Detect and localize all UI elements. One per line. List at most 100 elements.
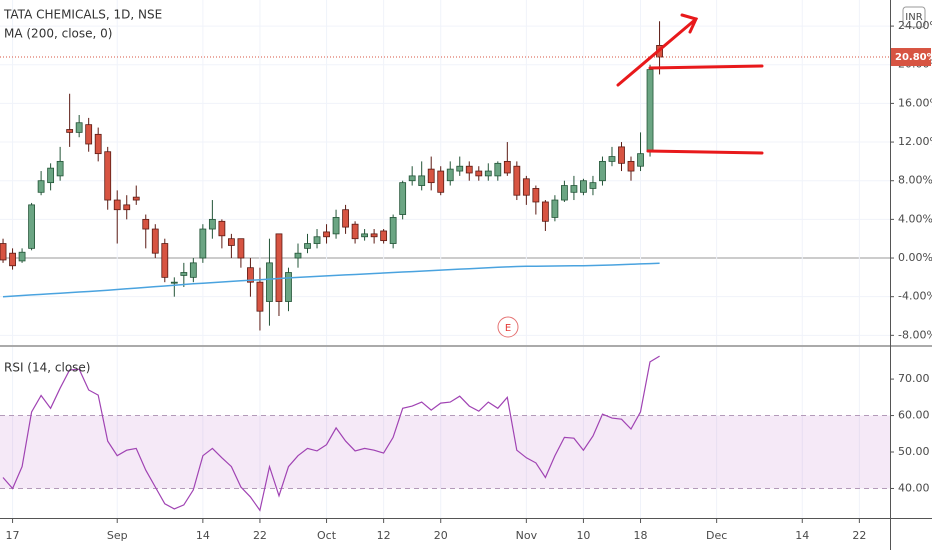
last-price-box xyxy=(891,48,931,67)
y-tick-label: 0.00% xyxy=(898,251,932,264)
x-tick-label: Nov xyxy=(516,529,538,542)
candle-body xyxy=(28,204,35,249)
rsi-band xyxy=(0,415,890,489)
candle-body xyxy=(247,267,254,283)
lower-line xyxy=(646,149,764,155)
candle-body xyxy=(313,236,321,244)
upper-line xyxy=(648,64,764,70)
candle-body xyxy=(180,272,188,276)
arrow-line xyxy=(616,17,698,87)
candle-body xyxy=(399,182,407,215)
candle-body xyxy=(351,223,359,240)
candle-body xyxy=(66,129,74,133)
candle-body xyxy=(465,165,473,174)
candle-body xyxy=(494,162,502,177)
candle-body xyxy=(56,160,64,177)
x-tick-label: Dec xyxy=(706,529,727,542)
marks xyxy=(0,21,890,512)
candle-body xyxy=(113,199,121,211)
x-tick-label: 14 xyxy=(795,529,809,542)
candle-body xyxy=(304,243,311,249)
ma-line xyxy=(2,262,660,298)
candle-body xyxy=(132,196,140,201)
candle-body xyxy=(646,69,654,153)
y-tick-label: 70.00 xyxy=(898,372,930,385)
candle-body xyxy=(541,201,549,222)
arrow-head xyxy=(680,13,699,34)
y-tick-label: 50.00 xyxy=(898,445,930,458)
y-tick-label: 12.00% xyxy=(898,135,932,148)
y-tick-label: 4.00% xyxy=(898,212,932,225)
earnings-marker[interactable]: E xyxy=(505,323,511,334)
candle-body xyxy=(123,204,131,211)
candle-body xyxy=(437,170,445,193)
candle-body xyxy=(608,156,616,162)
candle-body xyxy=(599,160,606,182)
chart-title: TATA CHEMICALS, 1D, NSE xyxy=(3,8,162,22)
candle-body xyxy=(0,243,7,261)
x-tick-label: 17 xyxy=(6,529,20,542)
rsi-line xyxy=(2,355,660,512)
x-tick-label: 22 xyxy=(852,529,866,542)
y-tick-label: -4.00% xyxy=(898,290,932,303)
y-tick-label: -8.00% xyxy=(898,328,932,341)
last-price-label: 20.80% xyxy=(895,52,932,63)
rsi-legend: RSI (14, close) xyxy=(4,361,90,375)
candle-body xyxy=(446,168,454,182)
candle-body xyxy=(208,218,216,230)
candle-body xyxy=(104,151,112,201)
candle-body xyxy=(218,220,226,237)
candle-body xyxy=(522,178,530,196)
candle-body xyxy=(85,124,93,145)
y-tick-label: 60.00 xyxy=(898,409,930,422)
candle-body xyxy=(637,153,644,167)
x-tick-label: 12 xyxy=(377,529,391,542)
candle-body xyxy=(9,252,16,267)
candle-body xyxy=(484,170,492,177)
candle-body xyxy=(256,281,264,312)
candle-body xyxy=(361,233,369,238)
candle-body xyxy=(294,252,302,259)
grid xyxy=(0,0,890,518)
candle-body xyxy=(418,175,426,186)
candle-body xyxy=(75,122,83,133)
candle-body xyxy=(199,228,207,259)
currency[interactable]: INR xyxy=(905,12,922,23)
x-tick-label: Oct xyxy=(317,529,337,542)
drawings xyxy=(616,13,764,155)
currency-box[interactable] xyxy=(902,6,926,28)
earnings-circle[interactable] xyxy=(497,316,519,338)
candle-body xyxy=(332,217,340,235)
y-tick-label: 24.00% xyxy=(898,19,932,32)
candle-body xyxy=(323,231,330,238)
candle-body xyxy=(408,175,416,182)
candle-body xyxy=(370,233,378,238)
candle-body xyxy=(618,146,625,164)
candle-body xyxy=(47,167,55,184)
candle-body xyxy=(170,281,178,284)
candle-body xyxy=(427,168,435,184)
candle-body xyxy=(18,251,26,262)
candle-body xyxy=(237,238,245,259)
x-tick-label: 18 xyxy=(634,529,648,542)
candle-body xyxy=(570,185,578,193)
candle-body xyxy=(275,233,283,302)
y-tick-label: 40.00 xyxy=(898,481,930,494)
candle-body xyxy=(380,230,388,242)
x-tick-label: 22 xyxy=(253,529,267,542)
candle-body xyxy=(532,188,540,203)
candle-body xyxy=(389,217,397,244)
x-tick-label: 20 xyxy=(434,529,448,542)
candle-body xyxy=(456,165,464,172)
candle-body xyxy=(189,262,197,278)
ma-legend: MA (200, close, 0) xyxy=(4,27,112,41)
y-tick-label: 16.00% xyxy=(898,96,932,109)
x-tick-label: 10 xyxy=(576,529,590,542)
x-tick-label: Sep xyxy=(107,529,128,542)
y-tick-label: 8.00% xyxy=(898,174,932,187)
candle-body xyxy=(342,209,349,228)
candle-body xyxy=(580,180,587,193)
candle-body xyxy=(513,165,521,196)
